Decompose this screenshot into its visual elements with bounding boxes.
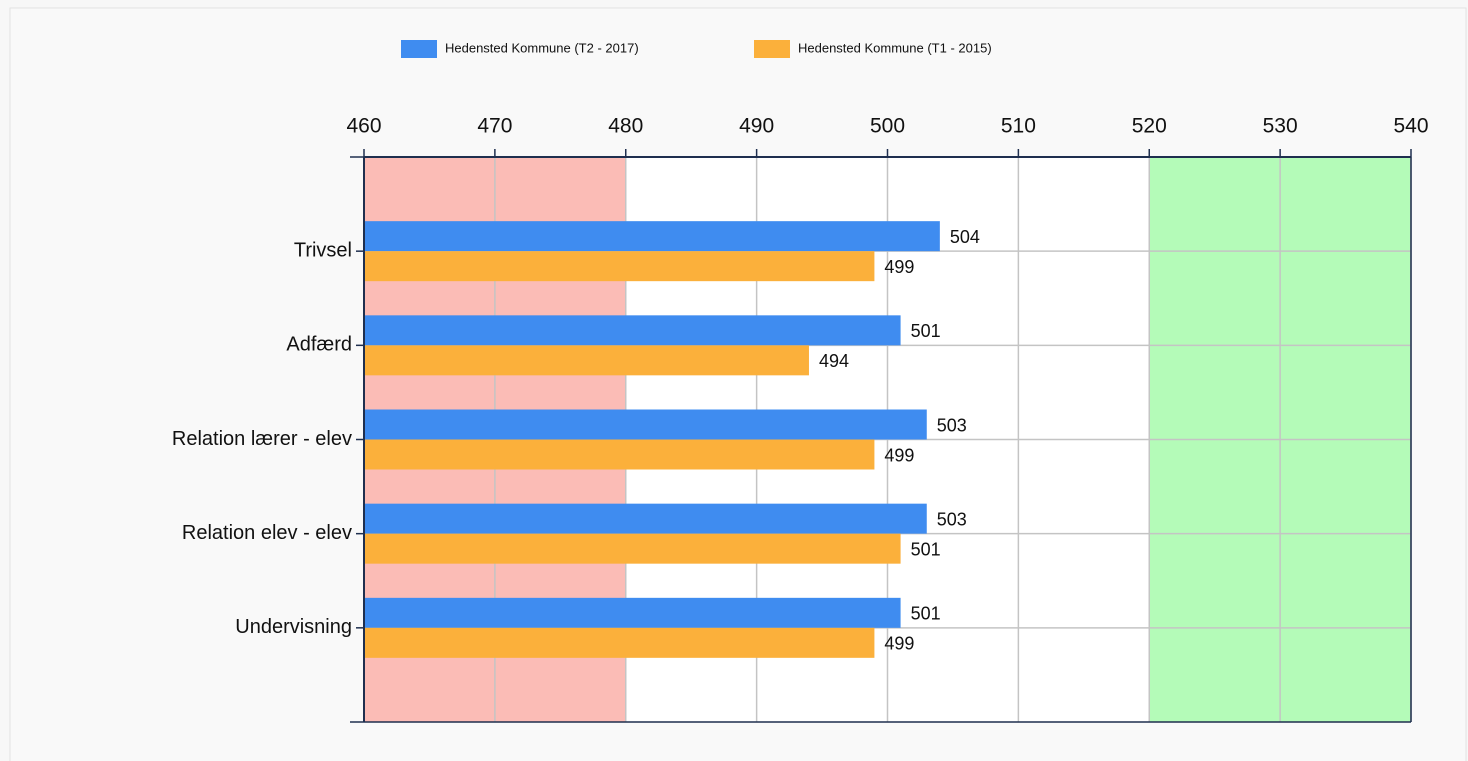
legend-swatch: [401, 40, 437, 58]
x-tick-label: 530: [1263, 115, 1298, 138]
legend-label: Hedensted Kommune (T1 - 2015): [798, 40, 992, 55]
x-tick-label: 480: [608, 115, 643, 138]
data-label: 499: [884, 257, 914, 277]
bar: [364, 503, 927, 534]
data-label: 499: [884, 634, 914, 654]
data-label: 503: [937, 415, 967, 435]
y-tick-label: Relation elev - elev: [182, 522, 352, 544]
y-tick-label: Adfærd: [286, 334, 352, 356]
data-label: 499: [884, 445, 914, 465]
data-label: 501: [911, 321, 941, 341]
data-label: 501: [911, 539, 941, 559]
bar: [364, 315, 901, 346]
bar: [364, 345, 809, 376]
data-label: 494: [819, 351, 849, 371]
x-tick-label: 460: [346, 115, 381, 138]
legend-swatch: [754, 40, 790, 58]
bar: [364, 221, 940, 252]
x-tick-label: 520: [1132, 115, 1167, 138]
y-tick-label: Relation lærer - elev: [172, 428, 352, 450]
data-label: 504: [950, 227, 980, 247]
x-tick-label: 470: [477, 115, 512, 138]
data-label: 503: [937, 509, 967, 529]
y-tick-label: Undervisning: [235, 616, 352, 638]
y-tick-label: Trivsel: [294, 239, 352, 261]
bar: [364, 439, 875, 470]
bar: [364, 597, 901, 628]
data-label: 501: [911, 604, 941, 624]
x-tick-label: 510: [1001, 115, 1036, 138]
x-tick-label: 500: [870, 115, 905, 138]
bar: [364, 627, 875, 658]
legend-label: Hedensted Kommune (T2 - 2017): [445, 40, 639, 55]
bar: [364, 409, 927, 440]
bar: [364, 251, 875, 282]
x-tick-label: 490: [739, 115, 774, 138]
x-tick-label: 540: [1393, 115, 1428, 138]
bar: [364, 533, 901, 564]
